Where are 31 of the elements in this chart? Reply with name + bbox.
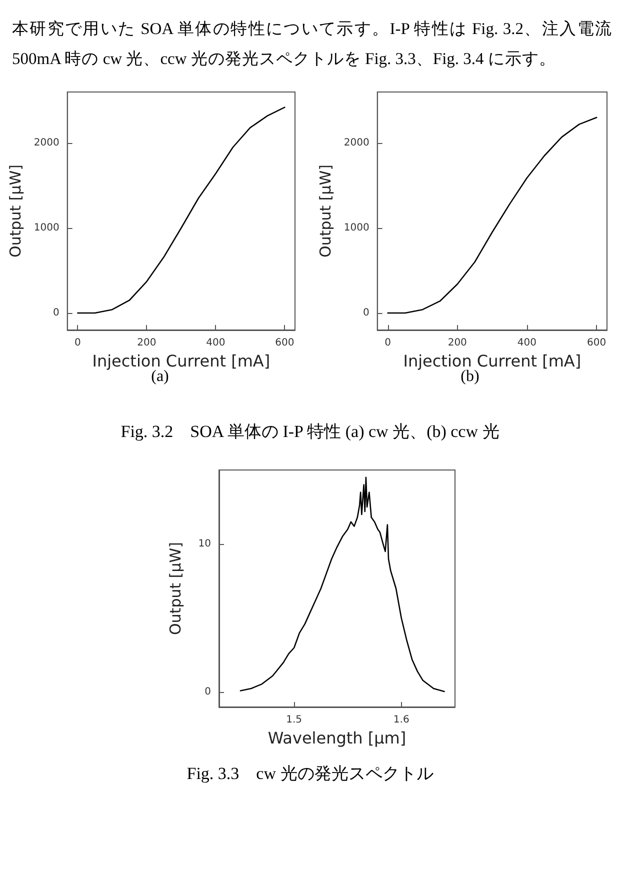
- text: (b): [460, 368, 480, 386]
- y-tick-label: 1000: [34, 222, 60, 234]
- y-axis-title: Output [μW]: [316, 164, 334, 258]
- x-tick-label: 200: [137, 338, 156, 348]
- x-tick-label: 0: [384, 338, 391, 348]
- line-series: [387, 116, 598, 314]
- y-axis-title: Output [μW]: [166, 542, 184, 635]
- x-axis-title: Injection Current [mA]: [403, 351, 582, 370]
- y-tick-label: 10: [198, 538, 211, 550]
- y-tick-label: 0: [52, 308, 60, 318]
- x-tick-label: 1.5: [286, 714, 302, 726]
- y-tick-label: 1000: [344, 222, 370, 234]
- x-tick-label: 200: [448, 338, 467, 348]
- text: (a): [151, 368, 170, 386]
- x-axis-title: Injection Current [mA]: [92, 351, 270, 370]
- caption: Fig. 3.3 cw 光の発光スペクトル: [186, 763, 434, 785]
- y-tick-label: 2000: [34, 138, 60, 148]
- line-series: [77, 106, 286, 314]
- x-axis-title: Wavelength [μm]: [268, 728, 406, 748]
- line-series: [240, 476, 445, 692]
- text: 本研究で用いた SOA 単体の特性について示す。I-P 特性は Fig. 3.2、注入電流 500mA 時の cw 光、ccw 光の発光スペクトルを Fig. 3.3、Fig. 3.4 に示す。: [12, 18, 612, 70]
- x-tick-label: 400: [206, 338, 226, 348]
- y-tick-label: 0: [362, 308, 370, 318]
- y-axis-title: Output [μW]: [6, 164, 24, 258]
- x-tick-label: 600: [587, 338, 606, 348]
- caption: Fig. 3.2 SOA 単体の I-P 特性 (a) cw 光、(b) ccw 光: [120, 421, 500, 443]
- x-tick-label: 600: [275, 338, 294, 348]
- x-tick-label: 400: [517, 338, 537, 348]
- y-tick-label: 2000: [344, 138, 370, 148]
- x-tick-label: 0: [74, 338, 81, 348]
- x-tick-label: 1.6: [393, 714, 410, 726]
